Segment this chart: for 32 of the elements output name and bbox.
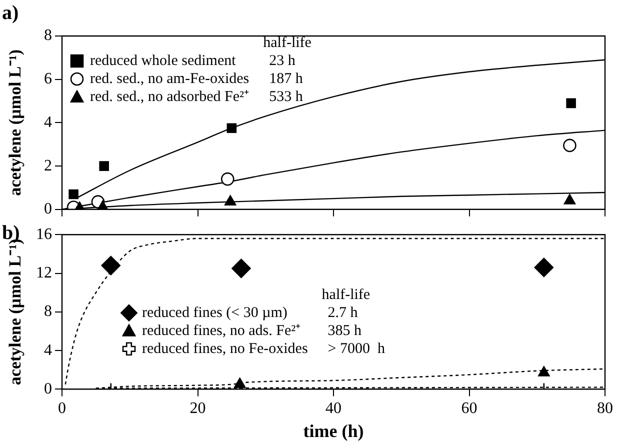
y-tick-label: 0	[44, 380, 52, 398]
x-tick-label: 0	[58, 400, 66, 418]
y-tick-label: 4	[44, 342, 52, 359]
y-tick-label: 8	[44, 303, 52, 320]
chart-title: a)	[2, 2, 19, 24]
y-tick-label: 16	[36, 226, 52, 243]
x-tick-label: 40	[326, 400, 342, 418]
annotation: 23 h	[269, 52, 296, 69]
x-tick-label: 20	[190, 400, 206, 418]
x-tick-label: 80	[597, 400, 613, 418]
legend-label: reduced fines, no ads. Fe²⁺	[142, 322, 301, 339]
legend-label: reduced whole sediment	[90, 52, 237, 69]
y-tick-label: 4	[44, 114, 52, 131]
y-tick-label: 0	[44, 200, 52, 218]
legend-label: reduced fines (< 30 µm)	[142, 304, 288, 321]
x-axis-title: time (h)	[303, 420, 364, 441]
legend-label: red. sed., no am-Fe-oxides	[90, 70, 250, 87]
y-tick-label: 8	[44, 27, 52, 44]
y-tick-label: 6	[44, 70, 52, 88]
annotation: 385 h	[328, 322, 362, 339]
y-axis-title: acetylene (µmol L⁻¹)	[6, 49, 25, 196]
annotation: half-life	[322, 286, 370, 303]
y-tick-label: 12	[36, 264, 52, 282]
x-tick-label: 60	[461, 400, 478, 418]
annotation: > 7000 h	[328, 340, 386, 357]
annotation: 187 h	[269, 70, 304, 87]
legend-label: red. sed., no adsorbed Fe²⁺	[90, 88, 250, 105]
y-tick-label: 2	[44, 157, 52, 174]
annotation: 533 h	[269, 88, 304, 105]
annotation: 2.7 h	[328, 304, 358, 321]
legend-label: reduced fines, no Fe-oxides	[142, 340, 308, 357]
annotation: half-life	[263, 34, 312, 51]
